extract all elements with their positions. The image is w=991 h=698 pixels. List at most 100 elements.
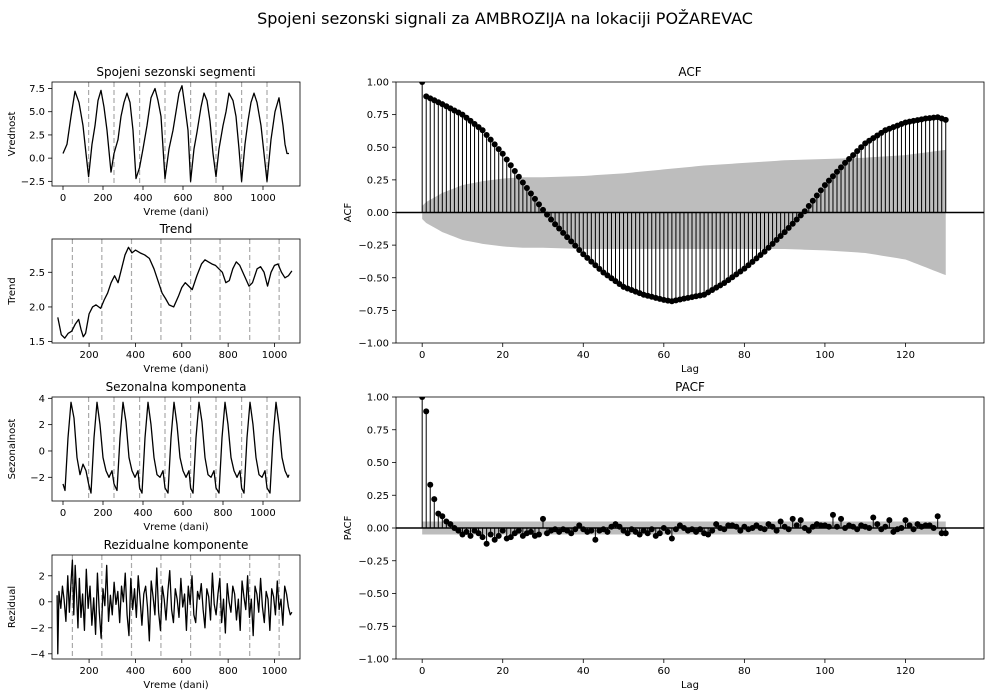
stem-marker: [910, 526, 917, 533]
stem-marker: [499, 150, 506, 157]
stem-marker: [838, 164, 845, 171]
stem-marker: [431, 496, 438, 503]
stem-marker: [777, 232, 784, 239]
x-tick-label: 1000: [262, 350, 287, 361]
x-tick-label: 0: [60, 193, 66, 204]
plot-area: [56, 555, 293, 659]
stem-marker: [592, 536, 599, 543]
x-tick-label: 400: [126, 666, 145, 677]
stem-marker: [821, 182, 828, 189]
x-tick-label: 0: [419, 350, 425, 361]
stem-marker: [644, 530, 651, 537]
stem-marker: [459, 111, 466, 118]
stem-marker: [588, 258, 595, 265]
stem-marker: [721, 526, 728, 533]
series-line: [56, 559, 293, 655]
stem-marker: [535, 531, 542, 538]
stem-marker: [592, 262, 599, 269]
y-tick-label: −2: [30, 473, 45, 484]
y-axis-label: Trend: [7, 277, 18, 305]
stem-marker: [942, 116, 949, 123]
stem-marker: [483, 131, 490, 138]
y-tick-label: 2: [39, 420, 45, 431]
y-axis-label: ACF: [343, 203, 354, 223]
x-tick-label: 80: [738, 350, 751, 361]
y-tick-label: 0.0: [29, 154, 45, 165]
y-tick-label: −0.25: [358, 556, 389, 567]
stem-marker: [870, 514, 877, 521]
stem-marker: [813, 192, 820, 199]
stem-marker: [495, 146, 502, 153]
stem-marker: [697, 526, 704, 533]
stem-marker: [777, 518, 784, 525]
y-tick-label: 2: [39, 571, 45, 582]
axes-frame: [51, 81, 301, 187]
x-tick-label: 20: [496, 350, 509, 361]
stem-marker: [604, 528, 611, 535]
stem-marker: [507, 162, 514, 169]
axes-residual: 200 400 600 800 1000 −4 −2 0 2 Rezidualne kompone…: [7, 538, 301, 691]
y-tick-label: −2.5: [21, 177, 45, 188]
x-tick-label: 400: [126, 350, 145, 361]
stem-marker: [535, 201, 542, 208]
stem-marker: [419, 82, 426, 85]
y-axis-label: Sezonalnost: [7, 419, 18, 480]
stem-marker: [515, 527, 522, 534]
x-axis-label: Vreme (dani): [143, 364, 208, 375]
stem-marker: [487, 531, 494, 538]
y-tick-label: 0.25: [367, 491, 389, 502]
stem-marker: [785, 526, 792, 533]
x-tick-label: 600: [173, 508, 192, 519]
stem-marker: [773, 236, 780, 243]
stem-marker: [568, 530, 575, 537]
x-tick-label: 200: [93, 508, 112, 519]
stem-marker: [866, 525, 873, 531]
stem-marker: [930, 525, 937, 531]
stem-marker: [495, 532, 502, 539]
axes-layer: 0 200 400 600 800 1000−2.50.02.55.07.5Spojeni…: [7, 65, 985, 691]
axes-title: Rezidualne komponente: [104, 538, 249, 552]
stem-marker: [475, 124, 482, 131]
stem-marker: [467, 532, 474, 539]
axes-trend: 200 400 600 800 1000 1.5 2.0 2.5 Trend Vreme (dan…: [7, 222, 301, 375]
axes-title: ACF: [678, 65, 701, 79]
x-tick-label: 120: [896, 666, 915, 677]
stem-marker: [874, 521, 881, 528]
x-tick-label: 100: [815, 350, 834, 361]
stem-marker: [560, 229, 567, 236]
series-line: [62, 401, 290, 494]
stem-marker: [471, 121, 478, 128]
x-axis-label: Vreme (dani): [143, 680, 208, 691]
x-tick-label: 200: [80, 350, 99, 361]
y-tick-label: −0.25: [358, 241, 389, 252]
stem-marker: [588, 527, 595, 534]
stem-marker: [487, 136, 494, 143]
y-axis-label: Vrednost: [7, 112, 18, 157]
plot-area: [57, 239, 293, 343]
axes-title: Spojeni sezonski segmenti: [96, 65, 255, 79]
stem-marker: [455, 527, 462, 534]
stem-marker: [785, 224, 792, 231]
stem-marker: [797, 212, 804, 219]
axes-frame: [51, 396, 301, 502]
stem-marker: [479, 127, 486, 134]
stem-marker: [527, 190, 534, 197]
y-tick-label: 0.00: [367, 208, 389, 219]
x-tick-label: 40: [577, 666, 590, 677]
stem-marker: [886, 517, 893, 524]
x-tick-label: 600: [173, 193, 192, 204]
stem-marker: [850, 152, 857, 159]
y-tick-label: 1.5: [29, 337, 45, 348]
stem-marker: [572, 242, 579, 249]
plot-area: [62, 82, 289, 186]
x-tick-label: 800: [213, 508, 232, 519]
stem-marker: [596, 265, 603, 272]
stem-marker: [423, 408, 430, 415]
y-tick-label: 0: [39, 597, 45, 608]
stem-marker: [540, 206, 546, 213]
stem-marker: [576, 246, 583, 253]
stem-marker: [789, 220, 796, 227]
y-tick-label: 4: [39, 394, 45, 405]
stem-marker: [548, 216, 555, 223]
stem-marker: [854, 526, 861, 533]
